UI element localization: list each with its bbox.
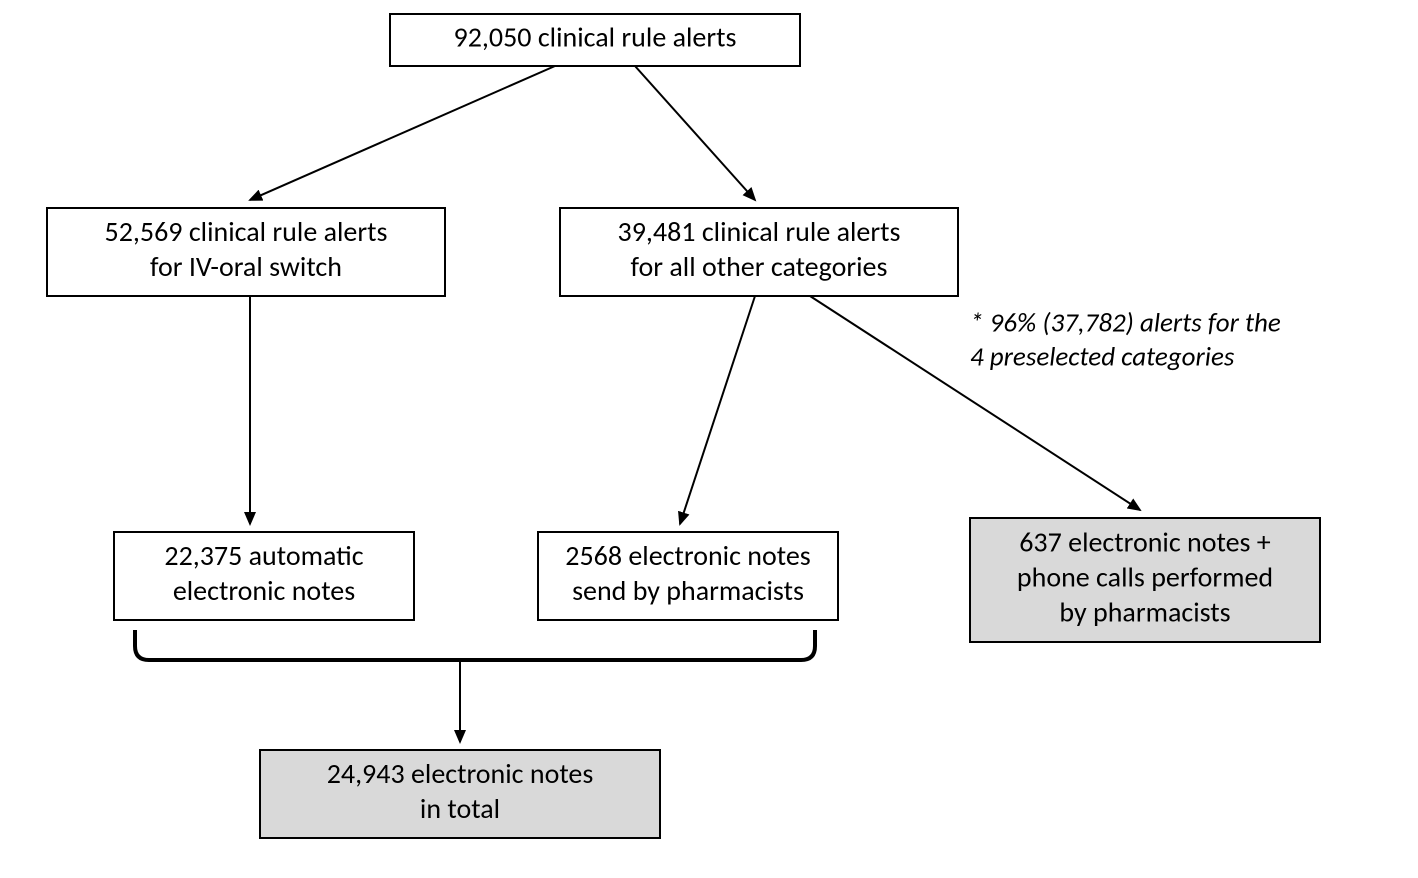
node-pharm_notes: 2568 electronic notessend by pharmacists (538, 532, 838, 620)
arrow-3 (680, 296, 755, 524)
node-iv_switch: 52,569 clinical rule alertsfor IV-oral s… (47, 208, 445, 296)
node-label-pharm_notes-line0: 2568 electronic notes (565, 538, 810, 573)
node-label-phone_calls-line1: phone calls performed (1017, 560, 1273, 595)
arrow-0 (250, 66, 555, 200)
annotation-line1: 4 preselected categories (970, 340, 1235, 373)
node-label-total_notes-line1: in total (420, 791, 500, 826)
node-total_notes: 24,943 electronic notesin total (260, 750, 660, 838)
node-label-auto_notes-line0: 22,375 automatic (164, 538, 363, 573)
node-label-auto_notes-line1: electronic notes (173, 573, 355, 608)
node-other_cat: 39,481 clinical rule alertsfor all other… (560, 208, 958, 296)
flowchart: 92,050 clinical rule alerts 52,569 clinic… (0, 0, 1418, 878)
annotation-line0: * 96% (37,782) alerts for the (970, 306, 1281, 339)
node-auto_notes: 22,375 automaticelectronic notes (114, 532, 414, 620)
node-label-iv_switch-line1: for IV-oral switch (150, 249, 342, 284)
node-root: 92,050 clinical rule alerts (390, 14, 800, 66)
node-label-total_notes-line0: 24,943 electronic notes (327, 756, 594, 791)
node-label-pharm_notes-line1: send by pharmacists (572, 573, 804, 608)
node-label-iv_switch-line0: 52,569 clinical rule alerts (105, 214, 388, 249)
arrow-1 (635, 66, 755, 200)
merge-bracket (135, 630, 815, 660)
node-label-other_cat-line1: for all other categories (631, 249, 888, 284)
node-label-phone_calls-line2: by pharmacists (1059, 595, 1230, 630)
node-label-phone_calls-line0: 637 electronic notes + (1019, 525, 1271, 560)
node-label-root-line0: 92,050 clinical rule alerts (454, 20, 737, 55)
node-phone_calls: 637 electronic notes +phone calls perfor… (970, 518, 1320, 642)
node-label-other_cat-line0: 39,481 clinical rule alerts (618, 214, 901, 249)
